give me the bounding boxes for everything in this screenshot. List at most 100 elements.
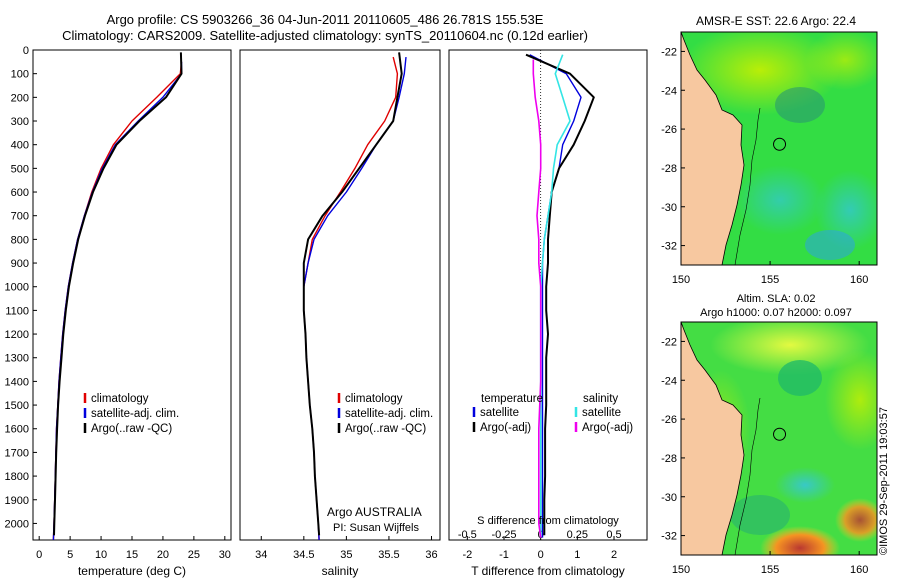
sla-map-title-line2: Argo h1000: 0.07 h2000: 0.097: [700, 307, 852, 319]
legend-label: satellite-adj. clim.: [345, 408, 433, 420]
lat-tick-label: -30: [661, 492, 677, 504]
x-tick-label: 0: [36, 549, 42, 561]
lat-tick-label: -30: [661, 202, 677, 214]
x-tick-label: 36: [425, 549, 437, 561]
depth-tick-label: 1900: [5, 495, 29, 507]
x-tick-label: 10: [95, 549, 107, 561]
lat-tick-label: -32: [661, 241, 677, 253]
salinity-legend: climatology satellite-adj. clim. Argo(..ra…: [337, 393, 433, 435]
x-tick-label: 1: [574, 549, 580, 561]
sst-map-title: AMSR-E SST: 22.6 Argo: 22.4: [696, 14, 856, 28]
x-tick-label: 2: [611, 549, 617, 561]
lat-tick-label: -32: [661, 531, 677, 543]
top-tick-label: 0.5: [606, 529, 621, 541]
temperature-x-axis: 0 5 10 15 20 25 30: [36, 536, 231, 561]
depth-tick-label: 800: [11, 234, 29, 246]
depth-tick-label: 300: [11, 116, 29, 128]
depth-tick-label: 2000: [5, 518, 29, 530]
lat-tick-label: -22: [661, 336, 677, 348]
figure-title-line1: Argo profile: CS 5903266_36 04-Jun-2011 …: [106, 12, 544, 27]
difference-panel: -2 -1 0 1 2 -0.5 -0.25 0 0.25 0.5 temperature sal…: [448, 49, 648, 578]
difference-axes-frame: [448, 49, 648, 541]
top-tick-label: -0.25: [491, 529, 516, 541]
sla-map-title-line1: Altim. SLA: 0.02: [737, 293, 816, 305]
legend-label: Argo(-adj): [582, 422, 633, 434]
australia-coastline: [681, 322, 745, 555]
copyright-stamp: ©IMOS 29-Sep-2011 19:03:57: [878, 407, 890, 555]
australia-coastline: [681, 32, 745, 265]
temperature-series: [52, 52, 183, 541]
lon-tick-label: 155: [761, 564, 779, 576]
legend-label: Argo(-adj): [480, 422, 531, 434]
lon-tick-label: 150: [672, 274, 690, 286]
lon-tick-label: 155: [761, 274, 779, 286]
depth-tick-label: 100: [11, 69, 29, 81]
series-line-black: [302, 52, 403, 536]
depth-tick-label: 1200: [5, 329, 29, 341]
series-line-cyan: [539, 54, 571, 538]
lat-tick-label: -26: [661, 124, 677, 136]
sst-map-axes: -22 -24 -26 -28 -30 -32 150 155 160: [661, 46, 868, 286]
depth-tick-label: 1700: [5, 447, 29, 459]
x-tick-label: 30: [219, 549, 231, 561]
x-tick-label: 25: [188, 549, 200, 561]
depth-tick-label: 400: [11, 140, 29, 152]
x-tick-label: 35.5: [378, 549, 399, 561]
depth-tick-label: 500: [11, 163, 29, 175]
temperature-difference-label: T difference from climatology: [471, 564, 625, 578]
depth-tick-label: 600: [11, 187, 29, 199]
depth-tick-label: 0: [23, 45, 29, 57]
depth-tick-label: 1600: [5, 424, 29, 436]
salinity-difference-label: S difference from climatology: [477, 515, 619, 527]
series-line-black: [53, 52, 183, 536]
salinity-panel: 34 34.5 35 35.5 36 climatology satellite-adj.…: [239, 49, 441, 578]
salinity-axes-frame: [239, 49, 441, 541]
shelf-contour: [734, 107, 761, 265]
x-tick-label: -1: [499, 549, 509, 561]
lat-tick-label: -24: [661, 85, 677, 97]
series-line-magenta: [532, 59, 542, 538]
x-tick-label: 34: [255, 549, 267, 561]
shelf-contour: [734, 397, 761, 555]
salinity-x-axis: 34 34.5 35 35.5 36: [255, 536, 438, 561]
x-tick-label: 35: [340, 549, 352, 561]
legend-heading: temperature: [481, 393, 543, 405]
depth-axis: 0 100 200 300 400 500 600 700 800 900 1000 1100 1200…: [5, 45, 453, 530]
top-tick-label: 0.25: [567, 529, 588, 541]
legend-label: climatology: [91, 393, 149, 405]
lat-tick-label: -28: [661, 453, 677, 465]
depth-tick-label: 1500: [5, 400, 29, 412]
float-owner-annotation: Argo AUSTRALIA: [327, 505, 422, 519]
sst-map: AMSR-E SST: 22.6 Argo: 22.4 -22 -24 -26 -28…: [661, 14, 878, 286]
legend-label: Argo(..raw -QC): [91, 423, 172, 435]
depth-tick-label: 1800: [5, 471, 29, 483]
depth-tick-label: 1300: [5, 353, 29, 365]
x-tick-label: 20: [157, 549, 169, 561]
x-tick-label: 34.5: [293, 549, 314, 561]
top-tick-label: -0.5: [458, 529, 477, 541]
depth-tick-label: 1100: [5, 305, 29, 317]
legend-label: satellite: [582, 407, 621, 419]
temperature-x-label: temperature (deg C): [78, 564, 186, 578]
lon-tick-label: 160: [850, 564, 868, 576]
depth-tick-label: 1400: [5, 376, 29, 388]
depth-tick-label: 1000: [5, 282, 29, 294]
sla-map-axes: -22 -24 -26 -28 -30 -32 150 155 160: [661, 336, 868, 576]
x-tick-label: 5: [67, 549, 73, 561]
series-line-black: [525, 53, 595, 536]
legend-label: satellite: [480, 407, 519, 419]
depth-tick-label: 200: [11, 92, 29, 104]
legend-label: satellite-adj. clim.: [91, 408, 179, 420]
sla-map: Altim. SLA: 0.02 Argo h1000: 0.07 h2000:…: [661, 293, 878, 576]
temperature-axes-frame: [32, 49, 232, 541]
lat-tick-label: -28: [661, 163, 677, 175]
lat-tick-label: -26: [661, 414, 677, 426]
legend-heading: salinity: [583, 393, 618, 405]
principal-investigator-annotation: PI: Susan Wijffels: [333, 522, 419, 534]
difference-series: [525, 53, 595, 538]
temperature-legend: climatology satellite-adj. clim. Argo(..ra…: [83, 393, 179, 435]
difference-legend: temperature salinity satellite Argo(-adj) sa…: [472, 393, 633, 434]
x-tick-label: 0: [538, 549, 544, 561]
depth-tick-label: 700: [11, 211, 29, 223]
